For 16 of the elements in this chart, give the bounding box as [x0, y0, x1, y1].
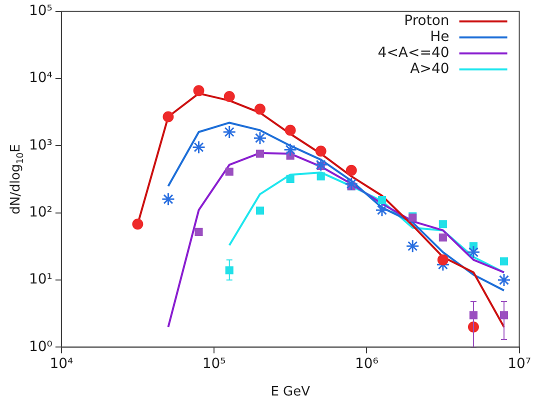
y-tick-label: 10³	[28, 137, 52, 154]
x-tick-label: 10⁴	[50, 356, 74, 372]
y-tick-label: 10⁵	[28, 3, 52, 20]
y-tick-label: 10⁴	[28, 70, 53, 86]
y-axis-title: dN/dlog10E	[8, 144, 26, 214]
legend-label: 4<A<=40	[378, 45, 450, 62]
x-tick-label: 10⁶	[354, 356, 379, 372]
y-tick-label: 10⁰	[28, 338, 53, 355]
legend-label: Proton	[404, 13, 450, 30]
y-tick-label: 10¹	[28, 272, 52, 288]
x-tick-label: 10⁷	[508, 356, 532, 372]
legend-label: A>40	[410, 61, 450, 78]
x-axis-title: E GeV	[270, 384, 310, 400]
x-tick-label: 10⁵	[202, 356, 226, 372]
legend-label: He	[430, 29, 450, 46]
y-tick-label: 10²	[28, 204, 52, 221]
